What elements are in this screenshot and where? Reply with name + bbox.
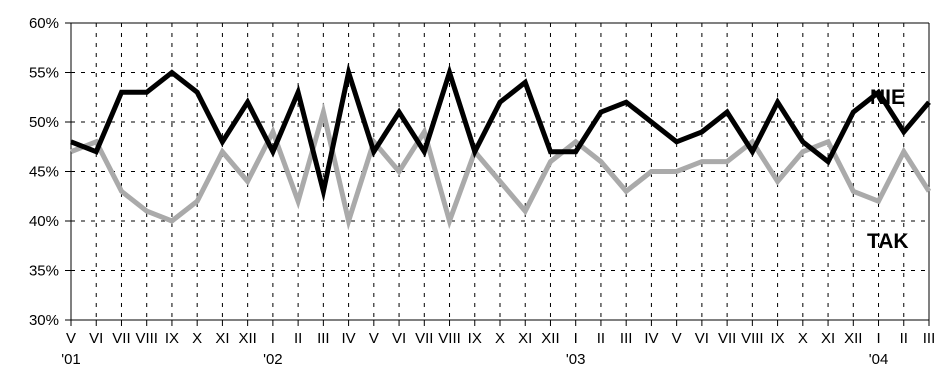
x-tick-label: VII [415, 330, 433, 347]
x-tick-label: X [192, 330, 202, 347]
x-tick-label: IV [644, 330, 658, 347]
x-year-label: '02 [263, 351, 283, 368]
x-tick-label: V [672, 330, 682, 347]
series-label-tak: TAK [867, 230, 909, 253]
x-tick-label: II [900, 330, 908, 347]
x-tick-label: IV [341, 330, 355, 347]
series-line-tak [70, 102, 932, 231]
y-tick-label: 45% [29, 164, 59, 181]
x-tick-label: IX [468, 330, 482, 347]
x-tick-label: XI [821, 330, 835, 347]
x-tick-label: XII [238, 330, 256, 347]
x-tick-label: III [317, 330, 330, 347]
x-tick-label: II [597, 330, 605, 347]
x-tick-label: VI [89, 330, 103, 347]
x-tick-label: V [66, 330, 76, 347]
x-tick-label: VI [695, 330, 709, 347]
x-tick-label: V [369, 330, 379, 347]
x-tick-label: XII [541, 330, 559, 347]
tick-labels: 30%35%40%45%50%55%60%V VI VII VIII IX X XI XII I… [29, 15, 935, 368]
y-tick-label: 35% [29, 263, 59, 280]
y-tick-label: 60% [29, 15, 59, 32]
x-tick-label: VI [392, 330, 406, 347]
y-tick-label: 40% [29, 213, 59, 230]
x-tick-label: II [294, 330, 302, 347]
x-year-label: '01 [61, 351, 81, 368]
x-tick-label: VII [718, 330, 736, 347]
x-tick-label: VIII [135, 330, 158, 347]
x-tick-label: I [574, 330, 578, 347]
x-tick-label: X [495, 330, 505, 347]
y-tick-label: 30% [29, 312, 59, 329]
x-tick-label: VII [112, 330, 130, 347]
x-tick-label: VIII [741, 330, 764, 347]
x-tick-label: IX [165, 330, 179, 347]
x-tick-label: XI [215, 330, 229, 347]
x-tick-label: III [923, 330, 936, 347]
y-tick-label: 50% [29, 114, 59, 131]
x-tick-label: XI [518, 330, 532, 347]
x-tick-label: I [876, 330, 880, 347]
x-tick-label: III [620, 330, 633, 347]
axes [65, 22, 930, 326]
x-tick-label: VIII [438, 330, 461, 347]
x-year-label: '03 [566, 351, 586, 368]
x-tick-label: IX [770, 330, 784, 347]
x-tick-label: I [271, 330, 275, 347]
series-label-nie: NIE [870, 86, 905, 109]
x-year-label: '04 [869, 351, 889, 368]
x-tick-label: XII [844, 330, 862, 347]
grid [71, 23, 930, 320]
x-tick-label: X [798, 330, 808, 347]
series-line-nie [70, 62, 931, 203]
y-tick-label: 55% [29, 65, 59, 82]
series-lines [70, 62, 932, 231]
